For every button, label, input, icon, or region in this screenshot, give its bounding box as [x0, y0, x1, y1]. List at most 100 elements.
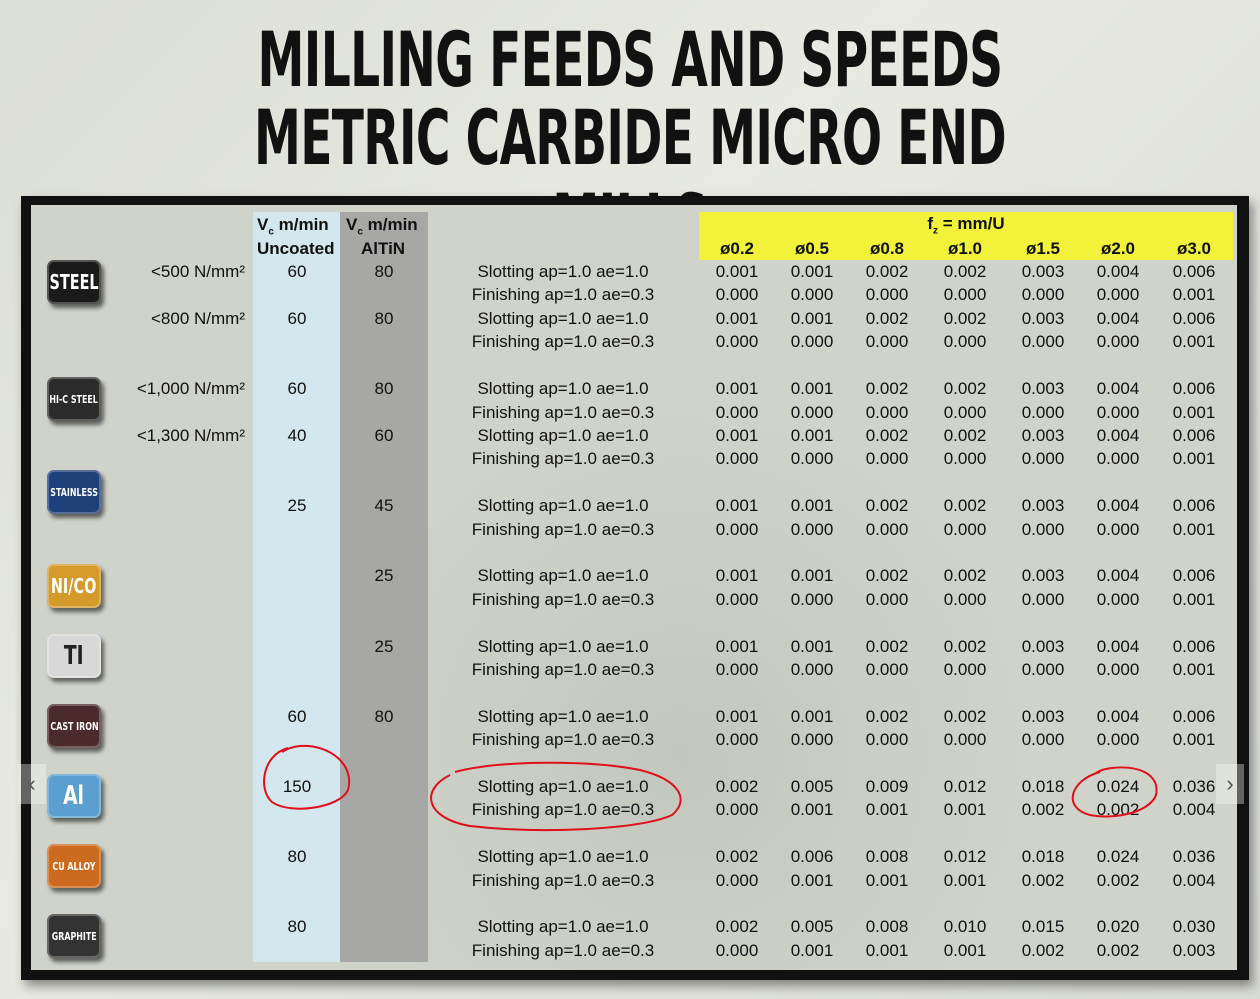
feed-cell: 0.000 [1096, 590, 1140, 609]
feed-cell: 0.003 [1021, 426, 1065, 445]
feed-cell: 0.000 [943, 520, 987, 539]
op-slotting: Slotting ap=1.0 ae=1.0 [477, 637, 649, 656]
feed-cell: 0.010 [943, 917, 987, 936]
feed-cell: 0.004 [1096, 262, 1140, 281]
feed-cell: 0.002 [865, 309, 909, 328]
feed-cell: 0.002 [1021, 941, 1065, 960]
feed-cell: 0.008 [865, 917, 909, 936]
vc-uncoated-value: 60 [287, 707, 307, 726]
feed-cell: 0.006 [1172, 426, 1216, 445]
prev-arrow-icon[interactable]: ‹ [18, 764, 46, 804]
feed-cell: 0.002 [943, 309, 987, 328]
feed-cell: 0.005 [790, 777, 834, 796]
material-badge: Al [47, 774, 101, 818]
op-slotting: Slotting ap=1.0 ae=1.0 [477, 426, 649, 445]
feed-cell: 0.009 [865, 777, 909, 796]
feed-cell: 0.000 [715, 285, 759, 304]
feed-cell: 0.000 [943, 730, 987, 749]
diameter-header: ø1.5 [1025, 239, 1061, 258]
material-badge-label: CAST IRON [49, 719, 99, 733]
feed-cell: 0.000 [790, 285, 834, 304]
material-badge: NI/CO [47, 564, 101, 608]
feed-cell: 0.000 [790, 590, 834, 609]
op-slotting: Slotting ap=1.0 ae=1.0 [477, 496, 649, 515]
feed-cell: 0.000 [715, 941, 759, 960]
feed-cell: 0.000 [865, 285, 909, 304]
feed-cell: 0.000 [790, 403, 834, 422]
material-badge: TI [47, 634, 101, 678]
vc-uncoated-value: 60 [287, 262, 307, 281]
feed-cell: 0.000 [1021, 590, 1065, 609]
op-finishing: Finishing ap=1.0 ae=0.3 [471, 332, 655, 351]
table-panel [31, 205, 1237, 970]
feed-cell: 0.000 [790, 449, 834, 468]
vc-uncoated-value: 60 [287, 309, 307, 328]
next-arrow-icon[interactable]: › [1216, 764, 1244, 804]
feed-cell: 0.000 [865, 660, 909, 679]
vc-uncoated-value: 80 [287, 917, 307, 936]
feed-cell: 0.000 [943, 403, 987, 422]
material-badge: GRAPHITE [47, 914, 101, 958]
feed-cell: 0.002 [943, 379, 987, 398]
feed-cell: 0.000 [790, 332, 834, 351]
feed-cell: 0.000 [943, 285, 987, 304]
material-badge-label: STAINLESS [50, 485, 98, 499]
tensile-strength-label: <1,000 N/mm² [136, 379, 245, 398]
feed-cell: 0.002 [943, 566, 987, 585]
feed-cell: 0.004 [1096, 309, 1140, 328]
feed-cell: 0.000 [943, 332, 987, 351]
vc-uncoated-header: Vc m/min [257, 215, 329, 238]
op-finishing: Finishing ap=1.0 ae=0.3 [471, 730, 655, 749]
op-slotting: Slotting ap=1.0 ae=1.0 [477, 777, 649, 796]
feed-cell: 0.015 [1021, 917, 1065, 936]
op-slotting: Slotting ap=1.0 ae=1.0 [477, 917, 649, 936]
feed-cell: 0.006 [1172, 707, 1216, 726]
feed-cell: 0.001 [865, 941, 909, 960]
feed-cell: 0.000 [790, 660, 834, 679]
feed-cell: 0.000 [865, 730, 909, 749]
feed-cell: 0.000 [715, 520, 759, 539]
vc-uncoated-value: 40 [287, 426, 307, 445]
feed-cell: 0.000 [715, 871, 759, 890]
feed-cell: 0.004 [1096, 496, 1140, 515]
feed-cell: 0.000 [1021, 520, 1065, 539]
feed-cell: 0.000 [1021, 332, 1065, 351]
feed-cell: 0.000 [865, 449, 909, 468]
feed-cell: 0.000 [1021, 285, 1065, 304]
feed-cell: 0.006 [1172, 496, 1216, 515]
vc-altin-value: 45 [374, 496, 394, 515]
feed-cell: 0.001 [790, 707, 834, 726]
feed-cell: 0.002 [865, 637, 909, 656]
feed-cell: 0.000 [715, 403, 759, 422]
feed-cell: 0.008 [865, 847, 909, 866]
feed-cell: 0.001 [1172, 660, 1216, 679]
feed-cell: 0.001 [943, 871, 987, 890]
feed-cell: 0.000 [1096, 332, 1140, 351]
feed-cell: 0.006 [1172, 637, 1216, 656]
diameter-header: ø0.8 [869, 239, 905, 258]
feed-cell: 0.004 [1172, 871, 1216, 890]
feed-cell: 0.000 [1096, 449, 1140, 468]
feed-cell: 0.000 [715, 730, 759, 749]
feed-cell: 0.001 [1172, 520, 1216, 539]
feed-cell: 0.001 [790, 379, 834, 398]
feed-cell: 0.003 [1021, 637, 1065, 656]
feed-cell: 0.003 [1021, 566, 1065, 585]
feed-header-bg [699, 212, 1233, 260]
feed-cell: 0.002 [1021, 800, 1065, 819]
feed-cell: 0.000 [865, 520, 909, 539]
feed-cell: 0.001 [715, 379, 759, 398]
feed-cell: 0.030 [1172, 917, 1216, 936]
material-badge: STEEL [47, 260, 101, 304]
diameter-header: ø0.5 [794, 239, 830, 258]
feed-cell: 0.005 [790, 917, 834, 936]
material-badge-label: CU ALLOY [52, 859, 96, 873]
feed-cell: 0.001 [865, 871, 909, 890]
feed-cell: 0.001 [943, 800, 987, 819]
feed-cell: 0.000 [1021, 449, 1065, 468]
vc-altin-header: Vc m/min [346, 215, 418, 238]
op-finishing: Finishing ap=1.0 ae=0.3 [471, 871, 655, 890]
material-badge-label: TI [64, 641, 84, 671]
feed-cell: 0.002 [943, 426, 987, 445]
